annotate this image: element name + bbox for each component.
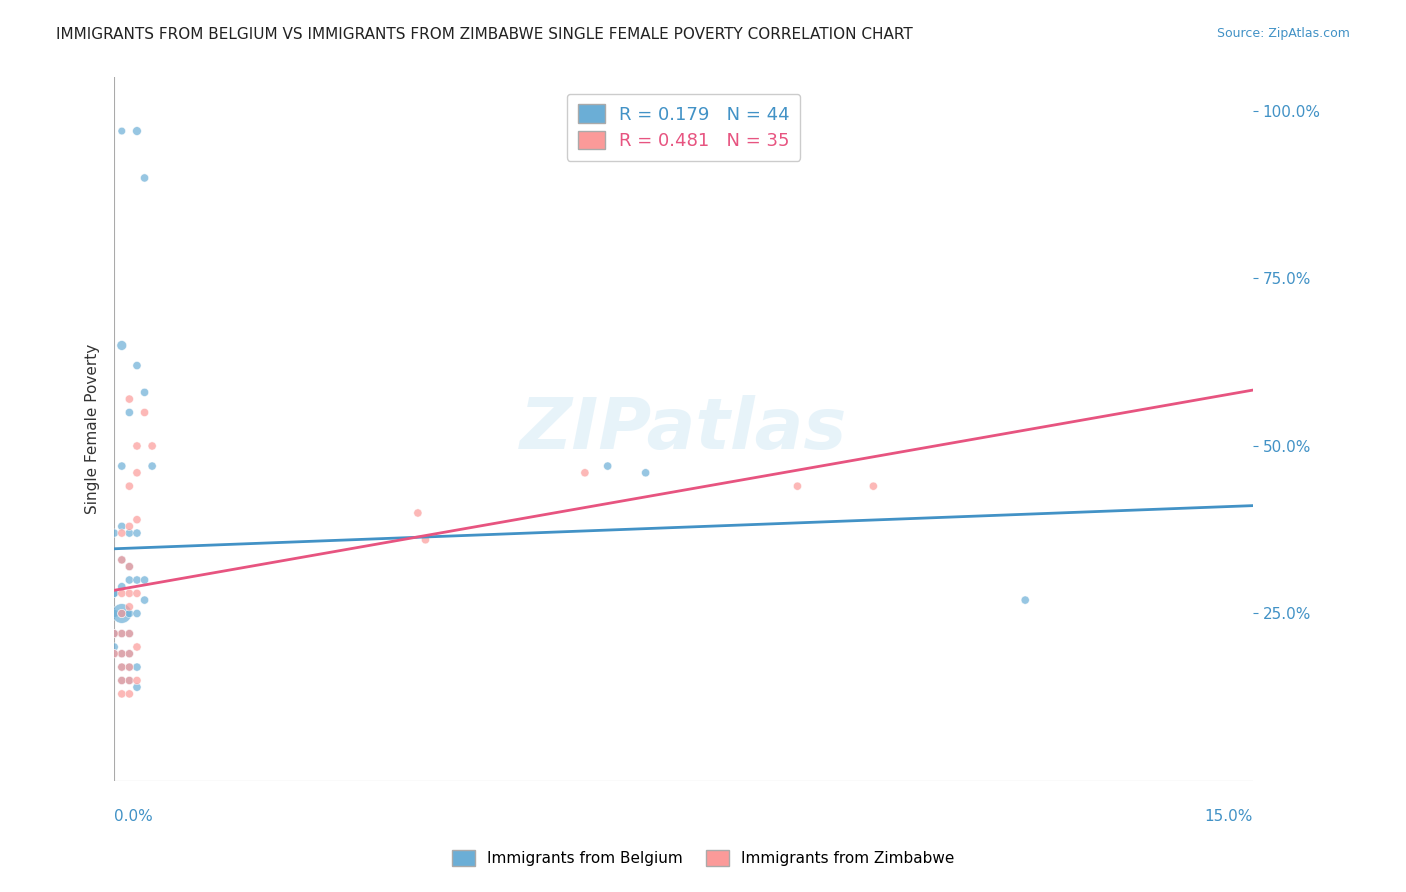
Point [111, 553, 134, 567]
Point [118, 673, 141, 688]
Point [118, 559, 141, 574]
Point [103, 640, 125, 654]
Point [111, 607, 134, 621]
Point [111, 626, 134, 640]
Point [125, 439, 148, 453]
Point [415, 533, 437, 547]
Point [111, 124, 134, 138]
Point [111, 687, 134, 701]
Point [118, 626, 141, 640]
Point [111, 673, 134, 688]
Point [111, 607, 134, 621]
Point [406, 506, 429, 520]
Point [103, 586, 125, 600]
Point [103, 647, 125, 661]
Point [118, 519, 141, 533]
Point [103, 626, 125, 640]
Point [103, 647, 125, 661]
Point [118, 647, 141, 661]
Point [118, 586, 141, 600]
Point [141, 439, 163, 453]
Text: Source: ZipAtlas.com: Source: ZipAtlas.com [1216, 27, 1350, 40]
Point [111, 647, 134, 661]
Point [125, 466, 148, 480]
Point [134, 573, 156, 587]
Text: IMMIGRANTS FROM BELGIUM VS IMMIGRANTS FROM ZIMBABWE SINGLE FEMALE POVERTY CORREL: IMMIGRANTS FROM BELGIUM VS IMMIGRANTS FR… [56, 27, 912, 42]
Point [125, 359, 148, 373]
Point [103, 626, 125, 640]
Point [111, 580, 134, 594]
Point [118, 660, 141, 674]
Point [118, 660, 141, 674]
Point [125, 526, 148, 541]
Point [596, 459, 619, 474]
Point [111, 626, 134, 640]
Point [111, 586, 134, 600]
Point [1014, 593, 1036, 607]
Point [118, 392, 141, 406]
Legend: R = 0.179   N = 44, R = 0.481   N = 35: R = 0.179 N = 44, R = 0.481 N = 35 [567, 94, 800, 161]
Point [134, 385, 156, 400]
Point [118, 673, 141, 688]
Point [103, 526, 125, 541]
Point [111, 647, 134, 661]
Point [111, 338, 134, 352]
Point [111, 553, 134, 567]
Point [118, 559, 141, 574]
Point [111, 673, 134, 688]
Point [118, 599, 141, 614]
Point [125, 124, 148, 138]
Point [118, 607, 141, 621]
Point [125, 607, 148, 621]
Point [111, 459, 134, 474]
Point [125, 513, 148, 527]
Point [134, 593, 156, 607]
Point [125, 573, 148, 587]
Point [634, 466, 657, 480]
Point [103, 586, 125, 600]
Point [141, 459, 163, 474]
Point [574, 466, 596, 480]
Point [111, 526, 134, 541]
Point [125, 660, 148, 674]
Point [786, 479, 808, 493]
Point [118, 647, 141, 661]
Point [118, 526, 141, 541]
Point [118, 626, 141, 640]
Point [134, 405, 156, 419]
Text: 15.0%: 15.0% [1205, 809, 1253, 824]
Point [134, 170, 156, 185]
Point [118, 405, 141, 419]
Text: ZIPatlas: ZIPatlas [520, 395, 848, 464]
Point [111, 519, 134, 533]
Point [118, 573, 141, 587]
Point [118, 687, 141, 701]
Point [862, 479, 884, 493]
Point [118, 479, 141, 493]
Point [103, 626, 125, 640]
Text: 0.0%: 0.0% [114, 809, 153, 824]
Point [125, 680, 148, 694]
Point [125, 640, 148, 654]
Point [125, 586, 148, 600]
Legend: Immigrants from Belgium, Immigrants from Zimbabwe: Immigrants from Belgium, Immigrants from… [443, 841, 963, 875]
Point [125, 673, 148, 688]
Point [111, 607, 134, 621]
Point [111, 660, 134, 674]
Point [111, 660, 134, 674]
Point [103, 607, 125, 621]
Y-axis label: Single Female Poverty: Single Female Poverty [86, 344, 100, 515]
